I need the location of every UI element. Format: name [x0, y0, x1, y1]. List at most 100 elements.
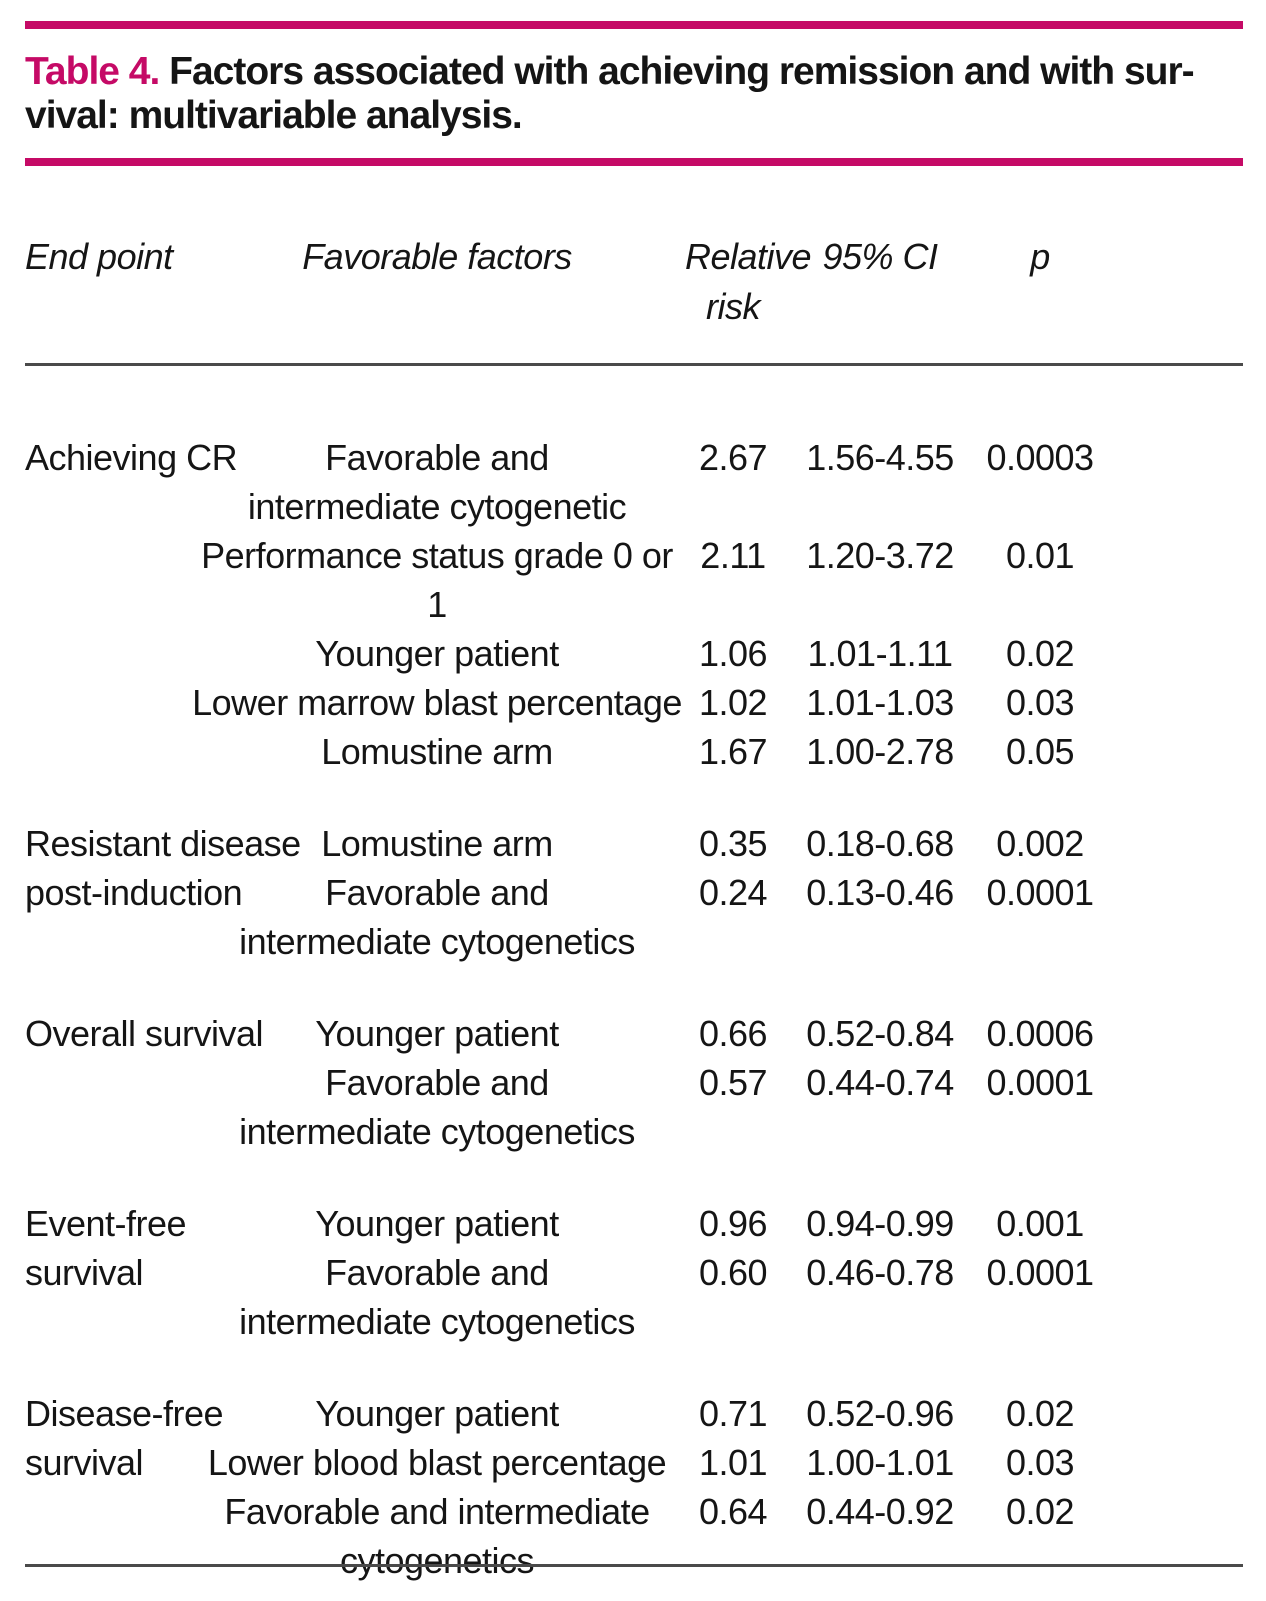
relative-risk-value: 1.67 [698, 731, 768, 772]
top-accent-bar [25, 21, 1243, 29]
relative-risk-value: 0.57 [698, 1062, 768, 1103]
relative-risk-value: 0.66 [698, 1013, 768, 1054]
table-row: Favorable and intermediate cytogenetics 0.… [0, 1058, 1266, 1156]
table-row: Favorable and intermediate cytogenetic 2.6… [0, 433, 1266, 531]
relative-risk-value: 0.96 [698, 1203, 768, 1244]
p-value: 0.0001 [986, 1252, 1094, 1293]
p-value: 0.0001 [986, 1062, 1094, 1103]
favorable-factor-line: Favorable and [325, 1062, 549, 1103]
table-body: Achieving CR Favorable and intermediate cy… [0, 433, 1266, 1601]
favorable-factor-line: Younger patient [315, 633, 559, 674]
favorable-factor-line: Favorable and [325, 437, 549, 478]
relative-risk-value: 1.01 [698, 1442, 768, 1483]
table-row: Lomustine arm 0.35 0.18-0.68 0.002 [0, 819, 1266, 868]
favorable-factor-line: Lomustine arm [321, 731, 553, 772]
endpoint-line: survival [25, 1442, 144, 1483]
relative-risk-value: 1.02 [698, 682, 768, 723]
favorable-factor-line: intermediate cytogenetics [239, 921, 635, 962]
confidence-interval-value: 0.13-0.46 [806, 872, 954, 913]
p-value: 0.02 [1005, 1491, 1075, 1532]
endpoint-line: post-induction [25, 872, 243, 913]
column-header-favorable-factors: Favorable factors [302, 236, 572, 277]
favorable-factor-line: Younger patient [315, 1013, 559, 1054]
table-title-line2: vival: multivariable analysis. [25, 94, 523, 137]
favorable-factor-line: cytogenetics [339, 1540, 535, 1581]
column-header-endpoint: End point [25, 236, 173, 277]
endpoint-line: Event-free [25, 1203, 187, 1244]
favorable-factor-line: Favorable and [325, 872, 549, 913]
endpoint-group: Event-free survival Younger patient 0.96 0.9… [0, 1199, 1266, 1346]
confidence-interval-value: 0.52-0.96 [806, 1393, 954, 1434]
favorable-factor-line: Performance status grade 0 or 1 [201, 535, 673, 625]
endpoint-line: Resistant disease [25, 823, 301, 864]
relative-risk-value: 1.06 [698, 633, 768, 674]
p-value: 0.0006 [986, 1013, 1094, 1054]
confidence-interval-value: 0.94-0.99 [806, 1203, 954, 1244]
column-header-95ci: 95% CI [822, 236, 938, 277]
p-value: 0.01 [1005, 535, 1075, 576]
confidence-interval-value: 1.01-1.03 [806, 682, 954, 723]
p-value: 0.002 [996, 823, 1084, 864]
favorable-factor: Favorable and intermediate cytogenetics [190, 868, 684, 966]
p-value: 0.0001 [986, 872, 1094, 913]
relative-risk-value: 0.35 [698, 823, 768, 864]
favorable-factor: Younger patient [190, 1009, 684, 1058]
confidence-interval-value: 0.18-0.68 [806, 823, 954, 864]
favorable-factor: Younger patient [190, 1389, 684, 1438]
column-header-p: p [1030, 236, 1050, 277]
column-header-relative-risk: Relative risk [685, 232, 812, 332]
endpoint-group: Overall survival Younger patient 0.66 0.52-… [0, 1009, 1266, 1156]
favorable-factor: Favorable and intermediate cytogenetics [190, 1487, 684, 1585]
relative-risk-value: 2.11 [700, 535, 766, 576]
bottom-rule [25, 1564, 1243, 1567]
favorable-factor-line: Lower blood blast percentage [207, 1442, 667, 1483]
favorable-factor: Younger patient [190, 1199, 684, 1248]
p-value: 0.02 [1005, 633, 1075, 674]
confidence-interval-value: 1.01-1.11 [807, 633, 953, 674]
endpoint-label: Event-free survival [25, 1199, 325, 1297]
column-header-relative-risk-line1: Relative [685, 236, 812, 277]
confidence-interval-value: 0.44-0.74 [806, 1062, 954, 1103]
p-value: 0.02 [1005, 1393, 1075, 1434]
table-row: Lomustine arm 1.67 1.00-2.78 0.05 [0, 727, 1266, 776]
endpoint-line: survival [25, 1252, 144, 1293]
table-row: Favorable and intermediate cytogenetics 0.… [0, 868, 1266, 966]
confidence-interval-value: 1.56-4.55 [806, 437, 954, 478]
relative-risk-value: 0.64 [698, 1491, 768, 1532]
endpoint-line: Overall survival [25, 1013, 264, 1054]
favorable-factor-line: intermediate cytogenetics [239, 1301, 635, 1342]
favorable-factor: Lomustine arm [190, 819, 684, 868]
p-value: 0.03 [1005, 682, 1075, 723]
favorable-factor-line: Lomustine arm [321, 823, 553, 864]
confidence-interval-value: 1.00-2.78 [806, 731, 954, 772]
favorable-factor-line: Younger patient [315, 1203, 559, 1244]
p-value: 0.001 [996, 1203, 1084, 1244]
favorable-factor-line: Younger patient [315, 1393, 559, 1434]
endpoint-group: Achieving CR Favorable and intermediate cy… [0, 433, 1266, 776]
favorable-factor-line: Favorable and [325, 1252, 549, 1293]
endpoint-label: Disease-free survival [25, 1389, 325, 1487]
table-row: Younger patient 0.71 0.52-0.96 0.02 [0, 1389, 1266, 1438]
relative-risk-value: 0.24 [698, 872, 768, 913]
endpoint-label: Overall survival [25, 1009, 325, 1058]
favorable-factor-line: intermediate cytogenetics [239, 1111, 635, 1152]
table-row: Favorable and intermediate cytogenetics 0.… [0, 1248, 1266, 1346]
title-accent-bar [25, 158, 1243, 166]
favorable-factor-line: Lower marrow blast percentage [192, 682, 682, 723]
relative-risk-value: 0.60 [698, 1252, 768, 1293]
favorable-factor-line: Favorable and intermediate [224, 1491, 650, 1532]
relative-risk-value: 2.67 [698, 437, 768, 478]
table-title: Table 4. Factors associated with achievi… [25, 50, 1245, 138]
table-row: Younger patient 1.06 1.01-1.11 0.02 [0, 629, 1266, 678]
p-value: 0.03 [1005, 1442, 1075, 1483]
table-row: Lower marrow blast percentage 1.02 1.01-1.… [0, 678, 1266, 727]
endpoint-line: Achieving CR [25, 437, 238, 478]
table-title-line1: Table 4. Factors associated with achievi… [25, 50, 1245, 94]
favorable-factor: Lower marrow blast percentage [190, 678, 684, 727]
favorable-factor-line: intermediate cytogenetic [247, 486, 627, 527]
favorable-factor: Favorable and intermediate cytogenetics [190, 1248, 684, 1346]
table-number-label: Table 4. [25, 50, 160, 93]
confidence-interval-value: 0.46-0.78 [806, 1252, 954, 1293]
relative-risk-value: 0.71 [698, 1393, 768, 1434]
